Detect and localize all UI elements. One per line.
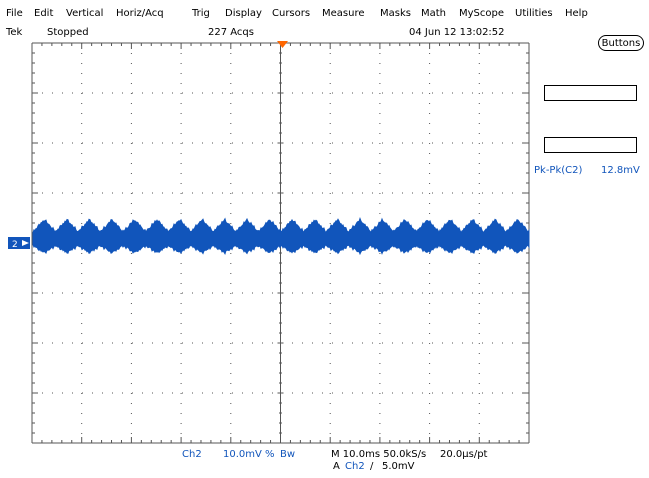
bandwidth-limit-icon: Bw	[280, 449, 296, 460]
trigger-slope-icon: /	[370, 461, 374, 472]
menu-utilities[interactable]: Utilities	[515, 8, 553, 19]
coupling-icon: %	[265, 449, 275, 460]
measurement-slot-2[interactable]	[544, 137, 637, 153]
run-state: Stopped	[47, 27, 89, 38]
ch2-waveform-trace	[32, 217, 530, 256]
brand-label: Tek	[6, 27, 23, 38]
measurement-label: Pk-Pk(C2)	[534, 165, 583, 176]
measurement-value: 12.8mV	[601, 165, 640, 176]
timebase-readout[interactable]: M 10.0ms 50.0kS/s	[331, 449, 427, 460]
channel-2-marker[interactable]: 2	[8, 237, 30, 250]
menu-bar: File Edit Vertical Horiz/Acq Trig Displa…	[0, 0, 649, 22]
menu-display[interactable]: Display	[225, 8, 262, 19]
record-resolution: 20.0µs/pt	[440, 449, 488, 460]
waveform-display[interactable]: 2	[0, 40, 540, 450]
menu-help[interactable]: Help	[565, 8, 588, 19]
trigger-level[interactable]: 5.0mV	[382, 461, 415, 472]
trigger-prefix: A	[333, 461, 340, 472]
menu-vertical[interactable]: Vertical	[66, 8, 104, 19]
trigger-channel[interactable]: Ch2	[345, 461, 365, 472]
menu-myscope[interactable]: MyScope	[459, 8, 505, 19]
date-time: 04 Jun 12 13:02:52	[409, 27, 505, 38]
menu-edit[interactable]: Edit	[34, 8, 54, 19]
vertical-scale[interactable]: 10.0mV	[223, 449, 262, 460]
menu-file[interactable]: File	[6, 8, 23, 19]
measurement-slot-1[interactable]	[544, 85, 637, 101]
menu-masks[interactable]: Masks	[380, 8, 411, 19]
buttons-button[interactable]: Buttons	[598, 35, 644, 51]
menu-cursors[interactable]: Cursors	[272, 8, 311, 19]
channel-label[interactable]: Ch2	[182, 449, 202, 460]
menu-measure[interactable]: Measure	[322, 8, 365, 19]
menu-math[interactable]: Math	[421, 8, 447, 19]
menu-horiz-acq[interactable]: Horiz/Acq	[116, 8, 164, 19]
trigger-position-marker	[277, 41, 288, 48]
acquisition-count: 227 Acqs	[208, 27, 254, 38]
menu-trig[interactable]: Trig	[192, 8, 210, 19]
status-bar: Tek Stopped 227 Acqs 04 Jun 12 13:02:52	[0, 27, 530, 41]
channel-2-marker-label: 2	[12, 240, 18, 250]
